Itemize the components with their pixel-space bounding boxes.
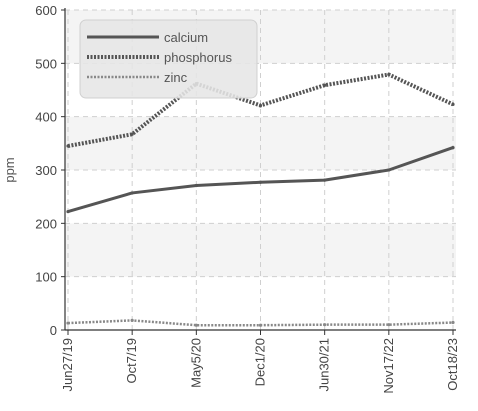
x-tick-label: Jun30/21 <box>317 338 332 392</box>
y-tick-label: 300 <box>35 163 57 178</box>
x-tick-label: Dec1/20 <box>253 338 268 386</box>
data-point-calcium <box>194 183 198 188</box>
y-tick-label: 500 <box>35 56 57 71</box>
data-point-calcium <box>451 146 455 150</box>
data-point-calcium <box>258 180 263 184</box>
y-tick-label: 0 <box>50 323 57 338</box>
data-point-zinc <box>258 323 263 327</box>
data-point-zinc <box>66 321 70 325</box>
data-point-calcium <box>130 191 134 195</box>
x-tick-label: Oct18/23 <box>445 338 460 391</box>
axes: 0 100 200 300 400 500 600 Jun27/19 Oct7/19 May5/2… <box>35 3 460 394</box>
data-point-phosphorus <box>323 83 327 87</box>
data-point-zinc <box>194 323 198 327</box>
y-tick-label: 100 <box>35 270 57 285</box>
data-point-zinc <box>387 323 391 327</box>
data-point-phosphorus <box>130 132 134 136</box>
legend-box <box>79 19 258 99</box>
y-tick-label: 200 <box>35 216 57 231</box>
x-tick-label: May5/20 <box>188 338 203 388</box>
legend-label-zinc: zinc <box>164 70 188 85</box>
plot-band <box>65 116 456 170</box>
x-tick-label: Jun27/19 <box>60 338 75 392</box>
y-tick-label: 600 <box>35 3 57 18</box>
plot-band <box>65 276 456 330</box>
y-tick-label: 400 <box>35 110 57 125</box>
plot-band <box>65 223 456 277</box>
data-point-calcium <box>387 168 391 172</box>
x-tick-label: Oct7/19 <box>124 338 139 384</box>
plot-band <box>65 170 456 224</box>
data-point-phosphorus <box>451 102 455 106</box>
data-point-phosphorus <box>66 144 70 148</box>
legend: calcium phosphorus zinc <box>79 19 258 99</box>
data-point-calcium <box>66 210 70 214</box>
data-point-phosphorus <box>387 72 391 77</box>
x-tick-label: Nov17/22 <box>381 338 396 394</box>
data-point-zinc <box>323 323 327 327</box>
legend-label-phosphorus: phosphorus <box>164 50 232 65</box>
legend-label-calcium: calcium <box>164 30 208 45</box>
data-point-zinc <box>130 318 134 322</box>
data-point-phosphorus <box>258 103 263 108</box>
data-point-calcium <box>323 178 327 182</box>
series-lines <box>66 72 455 327</box>
y-axis-title: ppm <box>2 157 17 182</box>
data-point-zinc <box>451 320 455 325</box>
